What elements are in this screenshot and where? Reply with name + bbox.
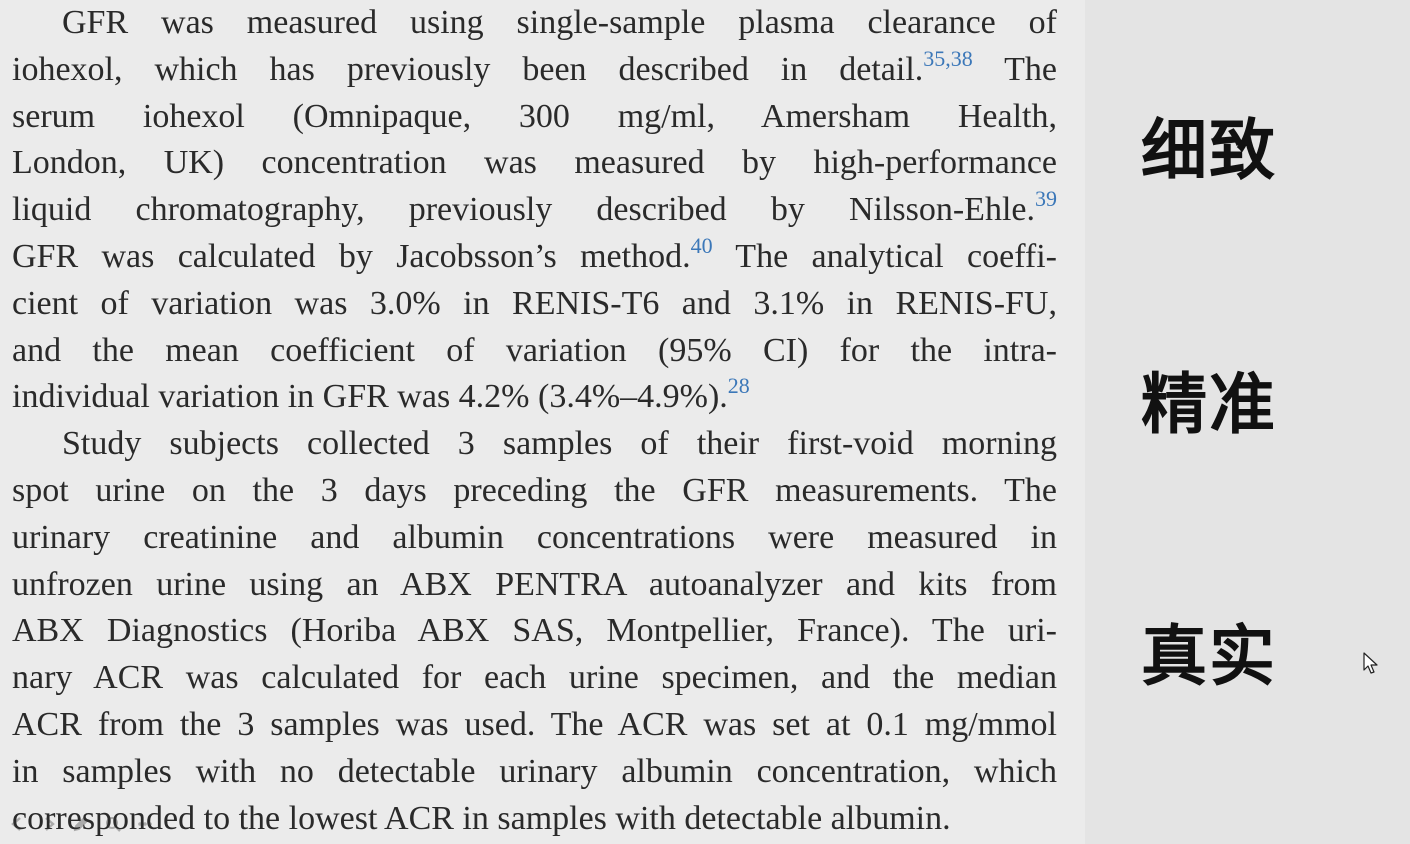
text-line: in samples with no detectable urinary al… — [12, 749, 1057, 796]
sidebar-label-detailed: 细致 — [1141, 112, 1277, 189]
text-line: spot urine on the 3 days preceding the G… — [12, 468, 1057, 515]
text-segment: corresponded to the lowest ACR in sample… — [12, 799, 951, 837]
pencil-icon[interactable] — [70, 813, 92, 835]
text-segment: London, UK) concentration was measured b… — [12, 144, 1057, 182]
text-line: GFR was calculated by Jacobsson’s method… — [12, 234, 1057, 281]
slide-toolbar — [6, 810, 176, 838]
next-icon[interactable] — [38, 813, 60, 835]
text-line: corresponded to the lowest ACR in sample… — [12, 796, 1057, 843]
sidebar-label-authentic: 真实 — [1141, 618, 1277, 695]
text-segment: liquid chromatography, previously descri… — [12, 191, 1035, 229]
text-line: and the mean coefficient of variation (9… — [12, 328, 1057, 375]
text-segment: The — [972, 50, 1057, 88]
text-line: urinary creatinine and albumin concentra… — [12, 515, 1057, 562]
document-page: GFR was measured using single-sample pla… — [6, 0, 1057, 842]
text-segment: ACR from the 3 samples was used. The ACR… — [12, 705, 1057, 743]
text-line: Study subjects collected 3 samples of th… — [12, 421, 1057, 468]
text-segment: cient of variation was 3.0% in RENIS-T6 … — [12, 284, 1057, 322]
text-line: ABX Diagnostics (Horiba ABX SAS, Montpel… — [12, 608, 1057, 655]
text-segment: serum iohexol (Omnipaque, 300 mg/ml, Ame… — [12, 97, 1057, 135]
text-line: ACR from the 3 samples was used. The ACR… — [12, 702, 1057, 749]
citation-superscript: 39 — [1035, 187, 1057, 212]
prev-icon[interactable] — [6, 813, 28, 835]
citation-superscript: 35,38 — [923, 46, 973, 71]
text-segment: and the mean coefficient of variation (9… — [12, 331, 1057, 369]
text-line: GFR was measured using single-sample pla… — [12, 0, 1057, 47]
text-segment: The analytical coeffi- — [712, 237, 1057, 275]
sidebar-label-precise: 精准 — [1141, 366, 1277, 443]
body-text: GFR was measured using single-sample pla… — [12, 0, 1057, 842]
menu-icon[interactable] — [134, 813, 156, 835]
text-segment: unfrozen urine using an ABX PENTRA autoa… — [12, 565, 1057, 603]
text-segment: in samples with no detectable urinary al… — [12, 752, 1057, 790]
text-segment: GFR was measured using single-sample pla… — [62, 4, 1057, 41]
text-line: unfrozen urine using an ABX PENTRA autoa… — [12, 562, 1057, 609]
text-line: cient of variation was 3.0% in RENIS-T6 … — [12, 281, 1057, 328]
text-segment: GFR was calculated by Jacobsson’s method… — [12, 237, 691, 275]
text-segment: iohexol, which has previously been descr… — [12, 50, 924, 88]
zoom-icon[interactable] — [102, 813, 124, 835]
citation-superscript: 28 — [727, 374, 750, 399]
text-line: liquid chromatography, previously descri… — [12, 187, 1057, 234]
text-line: iohexol, which has previously been descr… — [12, 47, 1057, 94]
text-line: nary ACR was calculated for each urine s… — [12, 655, 1057, 702]
text-segment: ABX Diagnostics (Horiba ABX SAS, Montpel… — [12, 612, 1057, 650]
citation-superscript: 40 — [690, 233, 713, 258]
text-segment: urinary creatinine and albumin concentra… — [12, 518, 1057, 556]
text-segment: spot urine on the 3 days preceding the G… — [12, 471, 1057, 509]
text-segment: nary ACR was calculated for each urine s… — [12, 659, 1057, 697]
text-line: individual variation in GFR was 4.2% (3.… — [12, 374, 1057, 421]
mouse-pointer-icon — [1363, 652, 1378, 674]
text-segment: Study subjects collected 3 samples of th… — [62, 425, 1057, 463]
text-segment: individual variation in GFR was 4.2% (3.… — [12, 378, 728, 416]
keyword-sidebar: 细致 精准 真实 — [1085, 0, 1410, 844]
text-line: London, UK) concentration was measured b… — [12, 140, 1057, 187]
text-line: serum iohexol (Omnipaque, 300 mg/ml, Ame… — [12, 94, 1057, 141]
